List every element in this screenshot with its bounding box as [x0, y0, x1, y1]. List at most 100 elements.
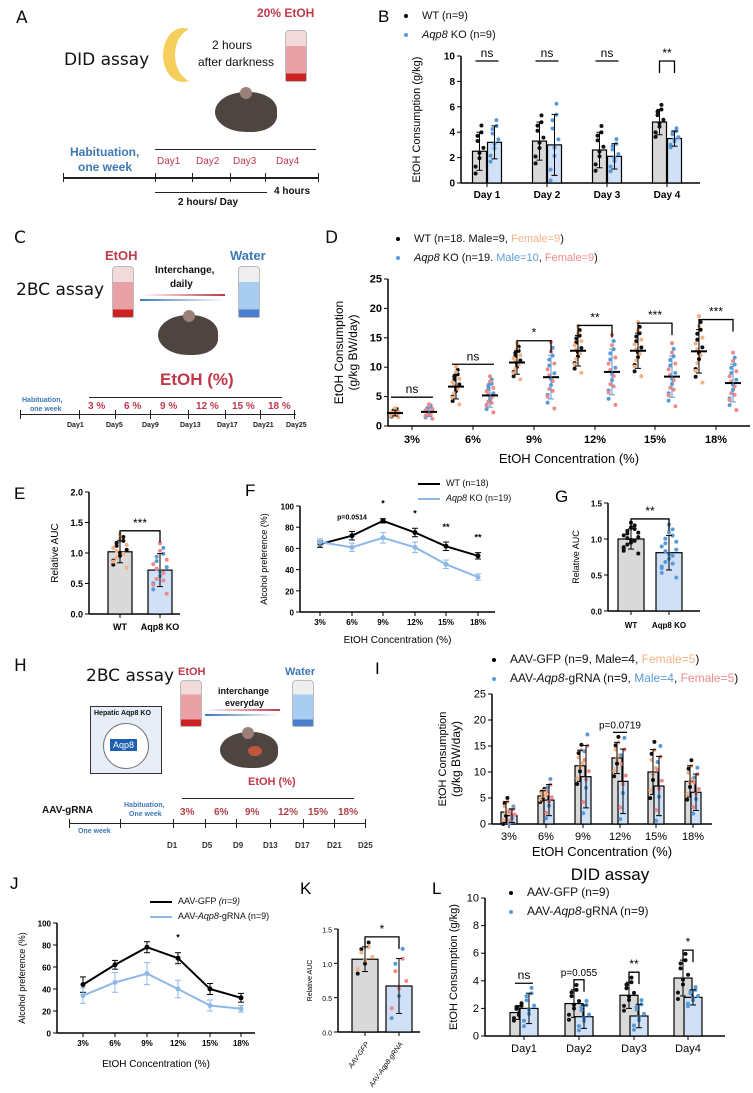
sample-point [611, 384, 616, 389]
sample-point [595, 133, 600, 138]
panel-label: H [14, 656, 27, 676]
x-tick-label: 12% [170, 1039, 186, 1048]
sample-point [673, 361, 678, 366]
legend-text: , [673, 671, 681, 685]
significance-label: *** [709, 305, 723, 319]
interchange-text: interchange [218, 686, 270, 696]
sample-point [580, 760, 585, 765]
sample-point [579, 345, 584, 350]
day-label: Day13 [180, 422, 201, 429]
significance-bracket [698, 318, 734, 332]
sample-point [610, 144, 615, 149]
timeline-tick [188, 410, 189, 419]
series-1 [385, 946, 413, 1033]
sample-point [581, 811, 586, 816]
sample-point [552, 361, 557, 366]
sample-point [678, 966, 683, 971]
legend-text: Female=9 [544, 252, 595, 264]
sample-point [535, 123, 540, 128]
sample-point [593, 168, 598, 173]
y-tick-label: 1.0 [70, 549, 83, 559]
timeline-tick [225, 410, 226, 419]
sample-point [539, 113, 544, 118]
x-tick-label: 3% [77, 1039, 89, 1048]
significance-label: ** [590, 310, 600, 324]
sample-point [400, 956, 405, 961]
water-bottle-icon [238, 266, 260, 318]
y-tick-label: 10 [444, 52, 456, 63]
x-tick-label: WT [625, 621, 638, 630]
sample-point [621, 546, 626, 551]
sample-point [668, 357, 673, 362]
sample-point [734, 369, 739, 374]
timeline-tick [230, 173, 231, 182]
x-tick-label: 18% [705, 434, 727, 446]
sample-point [454, 370, 458, 375]
moon-text: after darkness [198, 55, 275, 69]
sample-point [366, 944, 371, 949]
sample-point [535, 128, 540, 133]
sample-point [698, 353, 703, 358]
legend-text: AAV- [527, 904, 554, 918]
timeline-tick [150, 410, 151, 419]
sample-point [154, 566, 159, 571]
sample-point [389, 1006, 394, 1011]
sample-point [577, 999, 582, 1004]
sample-point [513, 350, 518, 355]
sample-point [611, 374, 616, 379]
timeline [20, 414, 296, 416]
data-marker [207, 986, 213, 992]
sample-point [514, 1006, 519, 1011]
significance-label: * [176, 933, 180, 943]
y-tick-label: 8 [473, 920, 479, 932]
significance-label: ** [662, 46, 672, 60]
sample-point [691, 805, 696, 810]
sample-point [450, 380, 455, 385]
sample-point [654, 818, 659, 823]
sample-point [732, 355, 737, 360]
gene-label: Aqp8 [110, 739, 138, 751]
y-tick-label: 100 [38, 920, 52, 929]
sample-point [637, 324, 642, 329]
sample-point [489, 395, 494, 400]
legend-item: AAV-GFP (n=9) [505, 885, 610, 899]
sample-point [695, 765, 700, 770]
data-marker [443, 561, 449, 567]
y-tick-label: 0 [449, 179, 455, 190]
timeline-tick [192, 173, 193, 182]
y-tick-label: 4 [449, 128, 455, 139]
sample-point [566, 1012, 571, 1017]
sample-point [550, 126, 555, 131]
sample-point [606, 396, 611, 401]
sample-point [666, 367, 671, 372]
x-tick-label: Day1 [511, 1043, 537, 1055]
etoh-label: EtOH [178, 666, 206, 678]
sample-point [625, 536, 630, 541]
sample-point [670, 341, 674, 346]
x-axis-label: EtOH Concentration (%) [532, 844, 672, 859]
legend-text: ) [594, 252, 598, 264]
data-marker [349, 533, 355, 539]
sample-point [696, 993, 701, 998]
sample-point [595, 138, 600, 143]
significance-bracket [658, 60, 676, 73]
sample-point [511, 1016, 516, 1021]
day-label: D13 [263, 841, 278, 850]
sample-point [634, 1004, 639, 1009]
sample-point [734, 377, 739, 382]
sample-point [516, 362, 521, 367]
chart-title: DID assay [571, 865, 650, 884]
significance-bracket [682, 949, 694, 963]
sample-point [355, 967, 360, 972]
sample-point [529, 985, 534, 990]
timeline [69, 823, 366, 825]
x-tick-label: 6% [538, 831, 554, 843]
sample-point [490, 131, 495, 136]
sample-point [457, 376, 462, 381]
timeline-tick [69, 819, 70, 828]
day-label: Day17 [217, 422, 238, 429]
sample-point [732, 392, 737, 397]
timeline-tick [120, 819, 121, 828]
legend-dot-marker [492, 657, 496, 662]
legend-dot-marker [509, 890, 513, 895]
